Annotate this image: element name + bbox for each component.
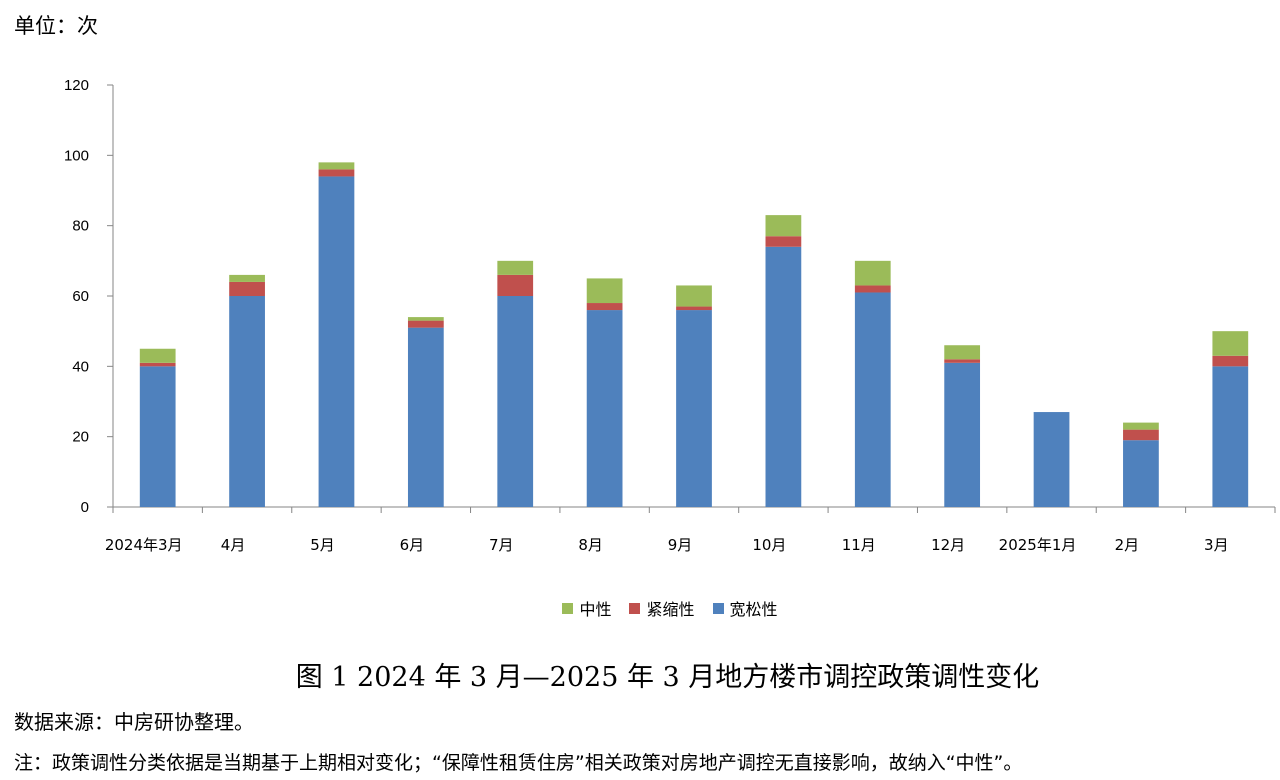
legend-label-tight: 紧缩性 [646, 600, 695, 619]
bar-紧缩性-4月 [229, 281, 265, 296]
bar-紧缩性-9月 [676, 306, 712, 311]
bar-宽松性-12月 [944, 362, 981, 507]
x-tick-label: 11月 [842, 536, 876, 554]
y-tick-label: 80 [72, 218, 89, 235]
y-tick-label: 120 [64, 77, 89, 94]
footnote: 注：政策调性分类依据是当期基于上期相对变化；“保障性租赁住房”相关政策对房地产调… [14, 752, 1023, 774]
data-source: 数据来源：中房研协整理。 [14, 710, 254, 734]
figure-title: 图 1 2024 年 3 月—2025 年 3 月地方楼市调控政策调性变化 [295, 662, 1040, 693]
bar-中性-11月 [854, 260, 891, 286]
bar-紧缩性-8月 [586, 303, 623, 311]
legend-swatch-loose [712, 602, 724, 614]
legend-swatch-neutral [562, 602, 574, 614]
bar-中性-9月 [676, 285, 712, 307]
legend-item-loose: 宽松性 [712, 596, 778, 620]
bar-紧缩性-3月 [1212, 355, 1249, 367]
bar-紧缩性-5月 [318, 169, 355, 177]
x-tick-label: 5月 [310, 536, 335, 554]
legend-item-tight: 紧缩性 [629, 596, 695, 620]
x-tick-label: 4月 [221, 536, 246, 554]
bar-中性-8月 [586, 278, 623, 304]
x-tick-label: 6月 [400, 536, 425, 554]
legend-item-neutral: 中性 [562, 596, 611, 620]
bar-宽松性-2024年3月 [139, 366, 176, 507]
legend-label-neutral: 中性 [579, 600, 612, 619]
x-tick-labels: 2024年3月 4月 5月 6月 7月 8月 9月 10月 11月 12月 2025年1月 2月 3月 [105, 536, 1229, 554]
x-tick-label: 3月 [1204, 536, 1229, 554]
bar-紧缩性-11月 [854, 285, 891, 293]
legend-label-loose: 宽松性 [729, 600, 778, 619]
bar-宽松性-11月 [854, 292, 891, 507]
bar-紧缩性-2月 [1123, 429, 1159, 441]
stacked-bar-chart: 0 20 40 60 80 100 120 2024年3月 4月 5月 6月 7月 8月 9月 10月 11… [64, 77, 1276, 554]
y-tick-label: 40 [72, 358, 89, 375]
x-tick-label: 7月 [489, 536, 514, 554]
bar-紧缩性-12月 [944, 359, 981, 363]
bar-group [139, 162, 1249, 507]
bar-中性-2月 [1123, 422, 1159, 430]
y-tick-labels: 0 20 40 60 80 100 120 [64, 77, 89, 516]
bar-中性-6月 [407, 317, 444, 321]
x-tick-label: 2024年3月 [105, 536, 183, 554]
x-tick-label: 12月 [931, 536, 965, 554]
bar-中性-4月 [229, 274, 265, 282]
bar-宽松性-7月 [497, 296, 534, 507]
x-tick-label: 8月 [578, 536, 603, 554]
bar-中性-12月 [944, 345, 981, 360]
x-tick-label: 2月 [1115, 536, 1140, 554]
bar-宽松性-2025年1月 [1033, 412, 1070, 507]
bar-中性-10月 [765, 215, 802, 237]
bar-中性-7月 [497, 260, 534, 275]
bar-紧缩性-6月 [407, 320, 444, 328]
bar-宽松性-5月 [318, 176, 355, 507]
y-tick-label: 100 [64, 147, 89, 164]
x-tick-label: 2025年1月 [999, 536, 1077, 554]
unit-label: 单位：次 [14, 14, 98, 38]
y-tick-label: 60 [72, 288, 89, 305]
legend: 中性 紧缩性 宽松性 [0, 596, 1280, 620]
bar-紧缩性-2024年3月 [139, 362, 176, 367]
bar-中性-3月 [1212, 331, 1249, 356]
y-tick-label: 20 [72, 429, 89, 446]
bar-宽松性-4月 [229, 296, 265, 507]
bar-宽松性-9月 [676, 310, 712, 507]
bar-紧缩性-7月 [497, 274, 534, 296]
bar-中性-5月 [318, 162, 355, 170]
bar-宽松性-3月 [1212, 366, 1249, 507]
bar-中性-2024年3月 [139, 348, 176, 363]
legend-swatch-tight [629, 602, 641, 614]
bar-宽松性-6月 [407, 327, 444, 507]
y-tick-label: 0 [81, 499, 89, 516]
bar-宽松性-8月 [586, 310, 623, 507]
x-tick-label: 10月 [752, 536, 786, 554]
bar-紧缩性-10月 [765, 236, 802, 247]
x-tick-label: 9月 [668, 536, 693, 554]
bar-宽松性-10月 [765, 246, 802, 507]
bar-宽松性-2月 [1123, 440, 1159, 507]
